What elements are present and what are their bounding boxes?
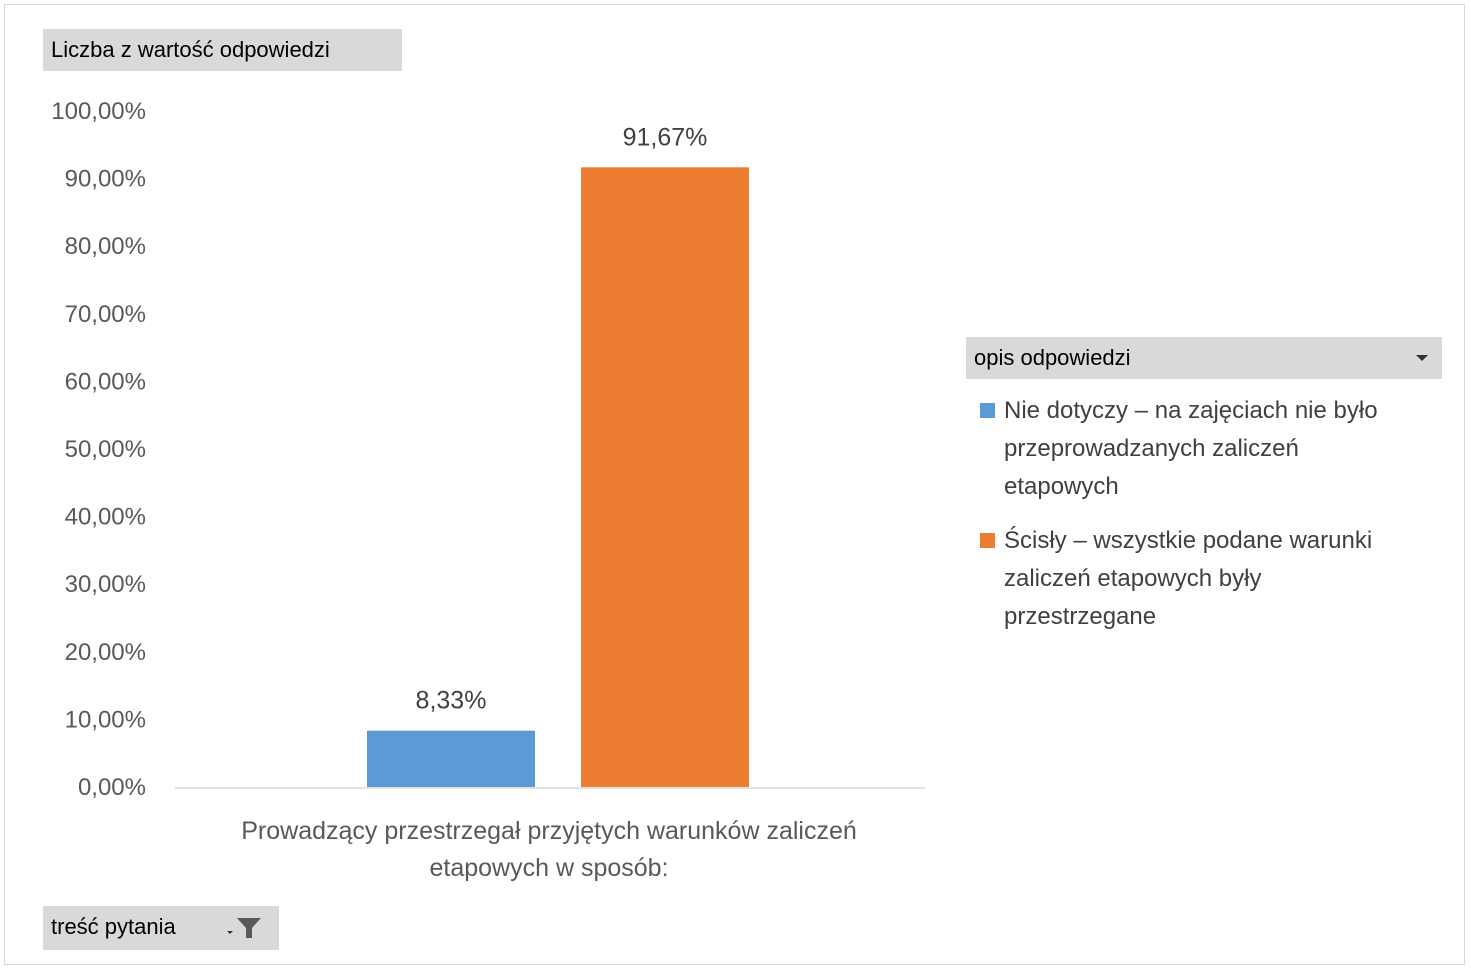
data-label: 8,33% [416,687,487,715]
legend-item[interactable]: Ścisły – wszystkie podane warunki zalicz… [976,522,1451,636]
y-tick-label: 0,00% [78,774,146,801]
dropdown-arrow-icon[interactable] [1416,355,1428,361]
bar-1[interactable] [367,731,535,787]
x-category-label-line: etapowych w sposób: [429,854,668,882]
legend-field-button[interactable]: opis odpowiedzi [966,337,1442,379]
y-tick-label: 60,00% [65,368,146,395]
chart-legend: Nie dotyczy – na zajęciach nie było prze… [976,392,1451,652]
legend-item[interactable]: Nie dotyczy – na zajęciach nie było prze… [976,392,1451,506]
y-tick-label: 90,00% [65,166,146,193]
filter-icon[interactable] [223,916,263,940]
x-category-label-line: Prowadzący przestrzegał przyjętych warun… [241,817,857,845]
legend-label-line: przeprowadzanych zaliczeń [1004,430,1451,468]
legend-label-line: Nie dotyczy – na zajęciach nie było [1004,392,1451,430]
y-tick-label: 40,00% [65,504,146,531]
y-tick-label: 80,00% [65,233,146,260]
data-label: 91,67% [623,123,708,151]
y-tick-label: 100,00% [51,98,146,125]
bar-2[interactable] [581,167,749,787]
legend-swatch [980,533,995,548]
y-tick-label: 10,00% [65,706,146,733]
legend-field-label: opis odpowiedzi [974,345,1131,370]
axis-field-label: treść pytania [51,914,176,939]
legend-label-line: zaliczeń etapowych były [1004,560,1451,598]
legend-label-line: przestrzegane [1004,598,1451,636]
y-tick-label: 70,00% [65,301,146,328]
legend-label-line: Ścisły – wszystkie podane warunki [1004,522,1451,560]
y-tick-label: 20,00% [65,639,146,666]
y-tick-label: 30,00% [65,571,146,598]
legend-swatch [980,403,995,418]
y-tick-label: 50,00% [65,436,146,463]
axis-field-button[interactable]: treść pytania [43,906,279,950]
legend-label-line: etapowych [1004,468,1451,506]
